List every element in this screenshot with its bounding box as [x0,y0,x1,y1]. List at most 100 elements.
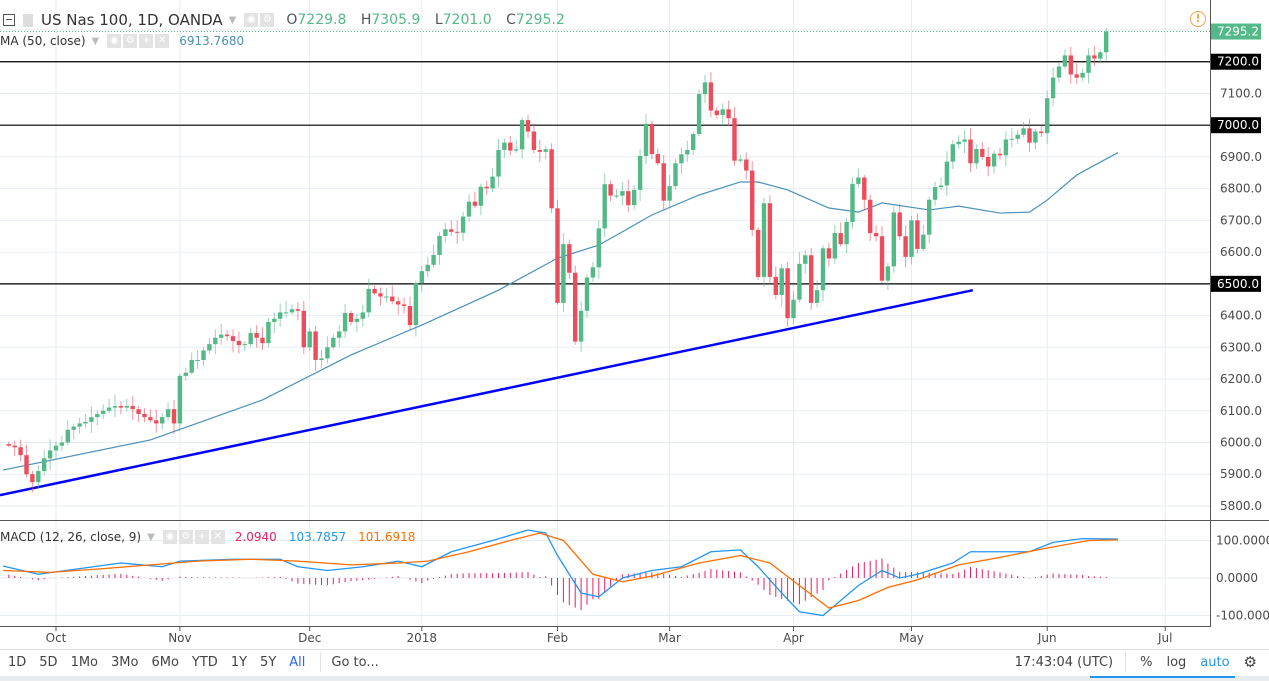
candle-body [791,299,796,319]
candle-body [413,283,419,326]
gear-icon[interactable]: ⚙ [260,13,275,27]
candle [868,194,873,242]
candle-body [944,161,950,186]
candle-body [962,139,967,142]
candle [596,220,601,279]
eye-icon[interactable]: ◉ [107,34,122,48]
collapse-icon[interactable] [3,14,15,26]
candle-body [431,254,436,265]
candle-body [154,420,159,424]
chevron-down-icon[interactable]: ▼ [91,35,100,47]
time-tick-label: Feb [547,631,568,645]
candle-body [325,347,330,359]
chevron-down-icon[interactable]: ▼ [147,531,155,543]
candle-body [1045,98,1050,134]
candle [407,296,413,330]
plus-icon[interactable]: + [139,34,154,48]
scroll-indicator[interactable] [1090,676,1235,678]
range-1mo[interactable]: 1Mo [70,654,99,670]
candle-body [112,406,118,408]
candle-body [301,310,306,348]
candle [844,217,849,254]
candle [903,225,908,268]
candle [201,346,206,367]
candle-body [266,321,271,344]
candle [213,329,218,355]
candle [555,199,560,305]
ma-legend: MA (50, close) ▼ ◉ ⚙ + ✕ 6913.7680 [0,34,244,48]
gear-icon[interactable]: ⚙ [123,34,138,48]
range-3mo[interactable]: 3Mo [111,654,139,670]
goto-button[interactable]: Go to... [331,654,379,670]
candle [1050,67,1056,107]
candle-body [820,248,826,291]
auto-toggle[interactable]: auto [1200,654,1230,670]
range-ytd[interactable]: YTD [191,654,218,670]
candle [354,313,360,333]
candle [307,328,312,352]
macd-label[interactable]: MACD (12, 26, close, 9) [0,530,142,544]
eye-icon[interactable]: ◉ [162,530,177,544]
candle-body [785,268,790,319]
candle-body [614,195,619,197]
plus-icon[interactable]: + [194,530,209,544]
candle [679,147,684,175]
candle-body [932,187,938,200]
range-1d[interactable]: 1D [8,654,27,670]
candle [950,140,955,169]
range-all[interactable]: All [289,654,306,670]
close-icon[interactable]: ✕ [155,34,170,48]
gear-icon[interactable]: ⚙ [178,530,193,544]
chevron-down-icon[interactable]: ▼ [228,14,237,26]
candle-body [30,474,35,483]
candle-body [826,248,832,259]
time-tick-label: Oct [46,631,67,645]
price-badge [1211,275,1261,292]
candle-body [691,134,696,150]
candle-body [850,183,855,222]
candle [478,183,483,216]
candle [885,262,891,290]
candle [106,398,112,414]
candle [502,138,507,158]
candle [1003,131,1009,167]
range-6mo[interactable]: 6Mo [151,654,179,670]
footer-bar [0,676,1269,681]
alert-icon[interactable]: ! [1190,11,1206,27]
candle-body [401,304,407,307]
log-toggle[interactable]: log [1166,654,1187,670]
candle-body [230,336,236,341]
gear-icon[interactable]: ⚙ [1243,653,1257,671]
candle [608,180,613,202]
candle-body [407,306,413,326]
candle-body [419,271,424,284]
candle [455,220,460,244]
candle-body [578,310,584,342]
chart-canvas[interactable]: 7100.0 6900.0 6800.0 6700.0 6600.0 6400.0 6300… [0,0,1269,650]
candle [301,300,306,354]
close-icon[interactable]: ✕ [210,530,225,544]
candle [567,239,572,279]
candle [897,203,902,240]
eye-icon[interactable]: ◉ [244,13,259,27]
range-1y[interactable]: 1Y [230,654,248,670]
candle-body [755,229,761,277]
ma-label[interactable]: MA (50, close) [0,34,86,48]
price-badge [1211,53,1261,70]
symbol-title[interactable]: US Nas 100, 1D, OANDA [41,11,223,29]
candle [531,123,537,154]
candle [325,336,330,364]
candle [183,367,188,381]
candle [1045,90,1050,144]
time-tick-label: Apr [783,631,804,645]
percent-toggle[interactable]: % [1140,654,1153,670]
candle [773,266,778,300]
candle-body [1104,31,1109,53]
candle [1086,48,1091,84]
range-5y[interactable]: 5Y [260,654,277,670]
price-badge-label: 7200.0 [1217,55,1259,69]
range-5d[interactable]: 5D [39,654,58,670]
price-badge-label: 7295.2 [1217,25,1259,39]
candle [189,352,194,375]
clock-time[interactable]: 17:43:04 (UTC) [1014,654,1114,670]
